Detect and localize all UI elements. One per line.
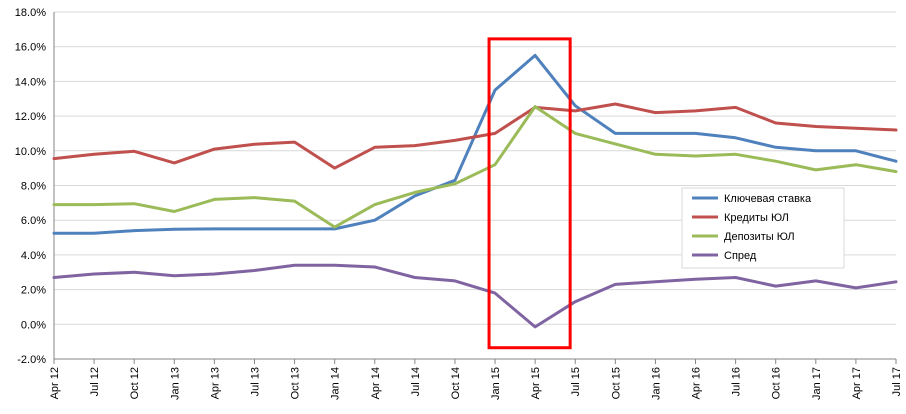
x-tick-label: Jan 14 — [330, 367, 342, 400]
legend-label: Кредиты ЮЛ — [724, 212, 789, 224]
x-tick-label: Jan 17 — [811, 367, 823, 400]
x-tick-label: Jan 13 — [169, 367, 181, 400]
y-tick-label: 2.0% — [21, 285, 46, 297]
y-tick-label: 8.0% — [21, 181, 46, 193]
y-tick-label: 16.0% — [15, 42, 46, 54]
y-tick-labels: -2.0% 0.0% 2.0% 4.0% 6.0% 8.0% 10.0% 12.0% 14.0%… — [15, 7, 46, 366]
y-tick-label: 4.0% — [21, 250, 46, 262]
x-tick-labels: Apr 12 Jul 12 Oct 12 Jan 13 Apr 13 Jul 13 Oct … — [49, 359, 903, 400]
series-line-3 — [52, 105, 898, 229]
y-tick-label: 0.0% — [21, 319, 46, 331]
legend: Ключевая ставка Кредиты ЮЛ Депозиты ЮЛ Спре… — [681, 187, 845, 269]
x-tick-label: Apr 14 — [370, 367, 382, 399]
y-tick-label: 6.0% — [21, 215, 46, 227]
legend-label: Спред — [724, 250, 757, 262]
y-tick-label: -2.0% — [17, 354, 46, 366]
x-tick-label: Apr 17 — [851, 367, 863, 399]
series-lines — [52, 53, 898, 329]
series-line-1 — [52, 53, 898, 235]
x-tick-label: Jul 16 — [731, 367, 743, 396]
y-tick-label: 10.0% — [15, 146, 46, 158]
legend-label: Ключевая ставка — [724, 193, 812, 205]
series-line-2 — [52, 102, 898, 170]
x-tick-label: Oct 15 — [610, 367, 622, 399]
y-tick-label: 12.0% — [15, 111, 46, 123]
y-tick-label: 18.0% — [15, 7, 46, 19]
x-tick-label: Jul 13 — [249, 367, 261, 396]
x-tick-label: Apr 16 — [691, 367, 703, 399]
x-tick-label: Jul 15 — [570, 367, 582, 396]
x-tick-label: Oct 16 — [771, 367, 783, 399]
legend-label: Депозиты ЮЛ — [724, 231, 795, 243]
gridlines — [53, 11, 896, 360]
x-tick-label: Jan 16 — [650, 367, 662, 400]
series-line-4 — [52, 263, 898, 329]
x-tick-label: Jul 12 — [89, 367, 101, 396]
x-tick-label: Oct 14 — [450, 367, 462, 399]
x-tick-label: Jul 14 — [410, 367, 422, 396]
x-tick-label: Oct 13 — [290, 367, 302, 399]
x-tick-label: Oct 12 — [129, 367, 141, 399]
x-tick-label: Apr 15 — [530, 367, 542, 399]
y-tick-label: 14.0% — [15, 76, 46, 88]
x-tick-label: Jul 17 — [891, 367, 903, 396]
highlight-box — [487, 37, 572, 350]
x-tick-label: Apr 12 — [49, 367, 61, 399]
x-tick-label: Jan 15 — [490, 367, 502, 400]
x-tick-label: Apr 13 — [209, 367, 221, 399]
